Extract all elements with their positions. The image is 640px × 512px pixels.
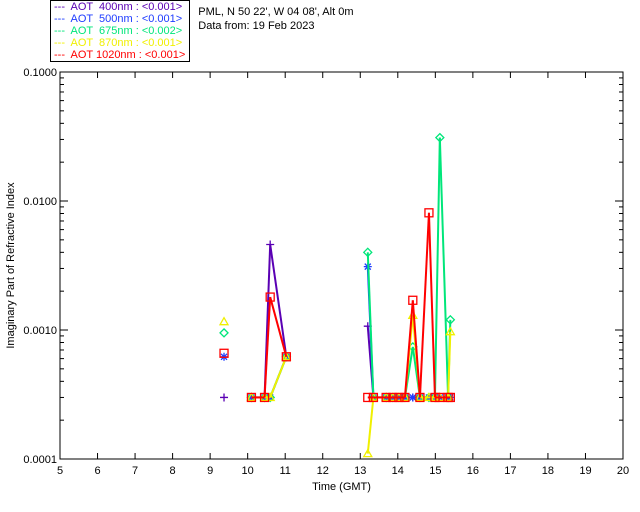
data-point-diamond <box>434 132 445 143</box>
data-point-triangle <box>445 326 456 336</box>
y-tick-label: 0.1000 <box>23 67 57 79</box>
data-point-asterisk <box>408 393 417 402</box>
header-area: --- AOT 400nm : <0.001> --- AOT 500nm : … <box>50 0 353 62</box>
series-line-segment <box>418 212 430 398</box>
location-text: PML, N 50 22', W 04 08', Alt 0m <box>198 6 354 18</box>
y-tick-label: 0.0010 <box>23 325 57 337</box>
x-tick-label: 9 <box>207 465 213 477</box>
x-tick-label: 20 <box>617 465 629 477</box>
x-tick-label: 7 <box>132 465 138 477</box>
data-point-diamond <box>445 314 456 325</box>
x-tick-label: 16 <box>467 465 479 477</box>
data-point-triangle <box>414 392 426 402</box>
series-aot-1020nm <box>219 208 455 403</box>
series-line-segment <box>411 300 421 398</box>
series-line-segment <box>269 296 288 358</box>
site-info: PML, N 50 22', W 04 08', Alt 0m Data fro… <box>198 0 353 33</box>
legend: --- AOT 400nm : <0.001> --- AOT 500nm : … <box>50 0 191 62</box>
plot-frame <box>59 71 624 460</box>
x-tick-label: 13 <box>354 465 366 477</box>
x-tick-label: 19 <box>579 465 591 477</box>
data-point-square <box>281 352 291 362</box>
legend-item-675: --- AOT 675nm : <0.002> <box>54 25 183 37</box>
y-tick-label: 0.0001 <box>23 454 57 466</box>
data-point-square <box>388 392 398 403</box>
x-tick-label: 8 <box>170 465 176 477</box>
data-point-square <box>394 392 404 403</box>
series-line-segment <box>438 137 450 398</box>
series-line-segment <box>263 297 272 398</box>
data-point-square <box>445 392 455 403</box>
series-line-segment <box>269 356 288 398</box>
series-line-segment <box>366 252 375 398</box>
data-point-square <box>246 392 257 403</box>
data-point-square <box>219 348 229 358</box>
data-point-diamond <box>265 392 276 403</box>
x-tick-label: 12 <box>317 465 329 477</box>
x-tick-label: 18 <box>542 465 554 477</box>
y-tick-label: 0.0100 <box>23 196 57 208</box>
data-point-square <box>408 295 418 305</box>
data-point-square <box>400 392 410 403</box>
data-point-diamond <box>219 327 229 338</box>
x-tick-label: 6 <box>94 465 100 477</box>
data-point-triangle <box>362 448 373 458</box>
data-point-square <box>430 392 440 403</box>
data-point-square <box>424 208 434 218</box>
series-line-segment <box>269 244 288 357</box>
legend-item-500: --- AOT 500nm : <0.001> <box>54 13 183 25</box>
series-line-segment <box>366 397 375 454</box>
data-point-plus <box>266 240 275 249</box>
data-point-plus <box>220 393 229 402</box>
data-point-square <box>265 292 275 302</box>
x-tick-label: 14 <box>392 465 404 477</box>
data-point-triangle <box>218 316 230 326</box>
data-point-square <box>363 392 373 403</box>
data-point-square <box>259 392 270 403</box>
x-tick-label: 5 <box>57 465 63 477</box>
x-tick-label: 15 <box>429 465 441 477</box>
series-line-segment <box>433 137 441 398</box>
legend-item-400: --- AOT 400nm : <0.001> <box>54 1 183 13</box>
data-point-diamond <box>362 247 373 258</box>
series-line-segment <box>427 212 436 398</box>
date-text: Data from: 19 Feb 2023 <box>198 20 315 32</box>
y-axis-label: Imaginary Part of Refractive Index <box>5 182 17 349</box>
data-point-square <box>415 392 425 403</box>
legend-item-1020: --- AOT 1020nm : <0.001> <box>54 49 186 61</box>
x-axis-label: Time (GMT) <box>312 481 371 493</box>
x-tick-label: 10 <box>242 465 254 477</box>
series-aot-675nm <box>219 132 456 403</box>
data-point-square <box>381 392 391 403</box>
data-point-square <box>368 392 379 403</box>
x-tick-label: 17 <box>504 465 516 477</box>
series-line-segment <box>447 331 452 398</box>
x-tick-label: 11 <box>279 465 290 477</box>
series-line-segment <box>403 300 414 398</box>
legend-item-870: --- AOT 870nm : <0.001> <box>54 37 183 49</box>
data-point-triangle <box>281 351 292 361</box>
